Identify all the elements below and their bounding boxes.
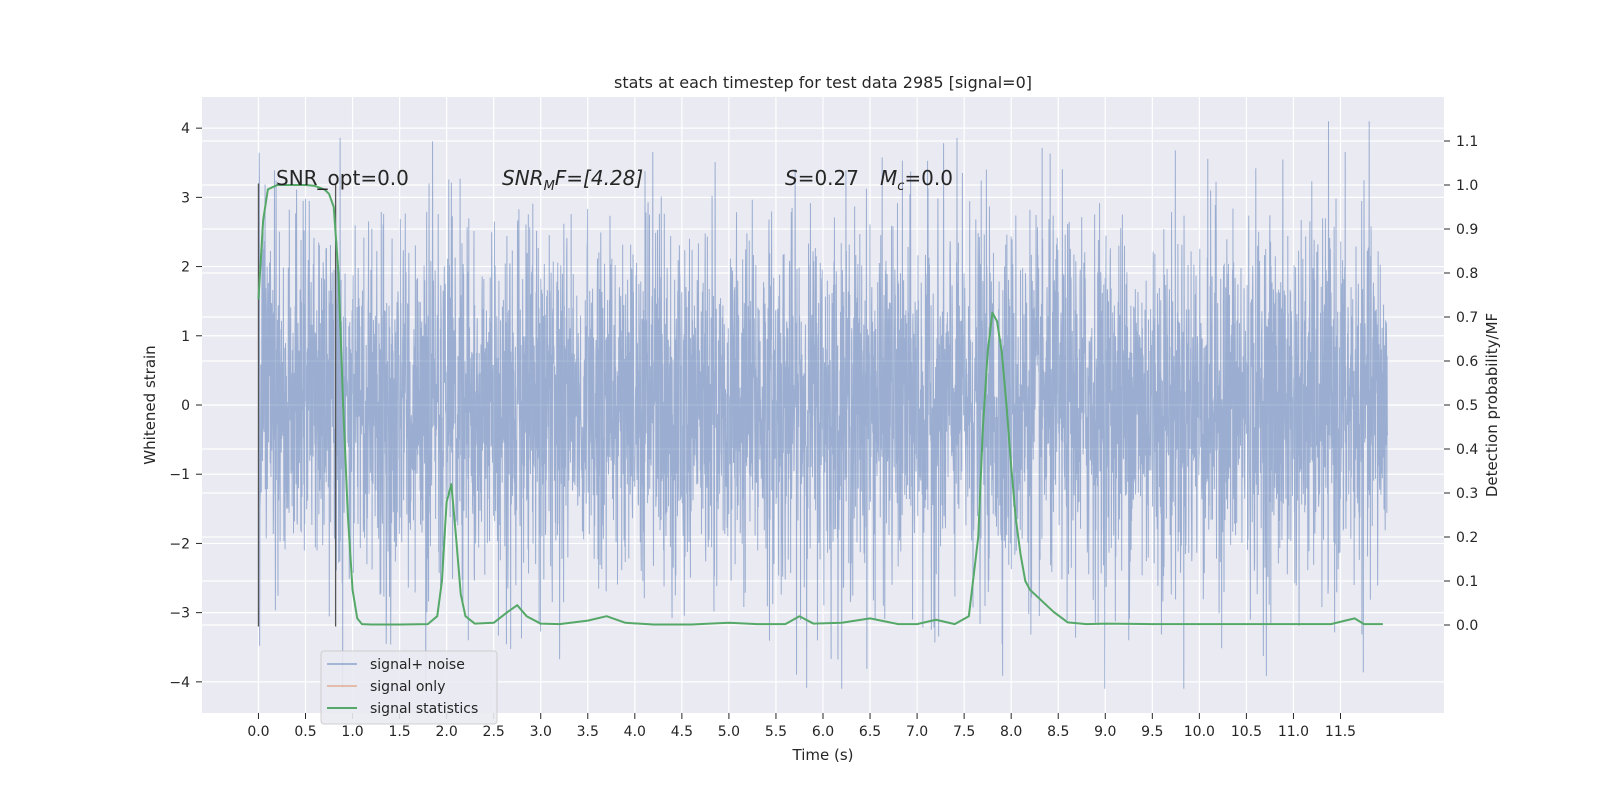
series-noise-line bbox=[257, 121, 1389, 689]
x-tick-label: 2.5 bbox=[483, 724, 505, 740]
y-right-axis-ticks: 0.0 0.1 0.2 0.3 0.4 0.5 0.6 0.7 0.8 0.9 1.0 1.1 bbox=[1444, 134, 1478, 634]
x-tick-label: 9.5 bbox=[1141, 724, 1163, 740]
y-right-axis-label: Detection probability/MF bbox=[1483, 313, 1501, 497]
x-tick-label: 5.5 bbox=[765, 724, 787, 740]
y-left-tick-label: −1 bbox=[169, 467, 190, 483]
x-tick-label: 3.5 bbox=[577, 724, 599, 740]
annotation-snr-mf: SNRMF=[4.28] bbox=[502, 166, 643, 194]
annotation-snr-opt: SNR_opt=0.0 bbox=[276, 166, 409, 190]
noise-layer bbox=[257, 121, 1389, 689]
x-tick-label: 11.0 bbox=[1278, 724, 1309, 740]
y-right-tick-label: 0.9 bbox=[1456, 222, 1478, 238]
x-tick-label: 10.5 bbox=[1231, 724, 1262, 740]
stat-layer bbox=[257, 184, 1383, 626]
y-right-tick-label: 1.1 bbox=[1456, 134, 1478, 150]
x-tick-label: 4.5 bbox=[671, 724, 693, 740]
y-left-tick-label: 0 bbox=[181, 398, 190, 414]
annotation-s: S=0.27 bbox=[785, 166, 859, 190]
y-right-tick-label: 0.2 bbox=[1456, 530, 1478, 546]
x-axis-label: Time (s) bbox=[792, 746, 854, 764]
annotation-s-value: =0.27 bbox=[798, 166, 859, 190]
x-tick-label: 5.0 bbox=[718, 724, 740, 740]
y-right-tick-label: 0.0 bbox=[1456, 618, 1478, 634]
x-tick-label: 7.0 bbox=[906, 724, 928, 740]
y-left-axis-label: Whitened strain bbox=[141, 345, 159, 464]
x-tick-label: 1.5 bbox=[388, 724, 410, 740]
marker-layer bbox=[257, 183, 337, 627]
x-axis-ticks: 0.0 0.5 1.0 1.5 2.0 2.5 3.0 3.5 4.0 4.5 5.0 5.5 6.0 6… bbox=[247, 713, 1356, 740]
x-tick-label: 10.0 bbox=[1184, 724, 1215, 740]
y-right-tick-label: 0.1 bbox=[1456, 574, 1478, 590]
x-tick-label: 1.0 bbox=[341, 724, 363, 740]
legend-label-signal: signal only bbox=[370, 679, 445, 695]
x-tick-label: 6.5 bbox=[859, 724, 881, 740]
y-left-tick-label: 1 bbox=[181, 329, 190, 345]
y-left-tick-label: 3 bbox=[181, 190, 190, 206]
legend-label-stat: signal statistics bbox=[370, 701, 478, 717]
chart-title: stats at each timestep for test data 298… bbox=[614, 73, 1032, 92]
legend-label-noise: signal+ noise bbox=[370, 657, 465, 673]
x-tick-label: 8.5 bbox=[1047, 724, 1069, 740]
y-right-tick-label: 0.7 bbox=[1456, 310, 1478, 326]
y-left-tick-label: 2 bbox=[181, 260, 190, 276]
annotation-snr-mf-value: F=[4.28] bbox=[555, 166, 643, 190]
x-tick-label: 0.5 bbox=[294, 724, 316, 740]
x-tick-label: 8.0 bbox=[1000, 724, 1022, 740]
x-tick-label: 9.0 bbox=[1094, 724, 1116, 740]
y-right-tick-label: 1.0 bbox=[1456, 178, 1478, 194]
annotation-snr-mf-subscript: M bbox=[544, 179, 555, 194]
annotation-mc: Mc=0.0 bbox=[880, 166, 953, 194]
annotation-mc-value: =0.0 bbox=[904, 166, 953, 190]
legend-box bbox=[320, 650, 498, 725]
y-right-tick-label: 0.8 bbox=[1456, 266, 1478, 282]
annotation-snr-mf-symbol: SNR bbox=[502, 166, 544, 190]
y-right-tick-label: 0.5 bbox=[1456, 398, 1478, 414]
annotation-mc-subscript: c bbox=[897, 179, 904, 194]
x-tick-label: 0.0 bbox=[247, 724, 269, 740]
legend: signal+ noise signal only signal statist… bbox=[320, 650, 498, 725]
y-left-axis-ticks: −4 −3 −2 −1 0 1 2 3 4 bbox=[169, 121, 202, 691]
y-left-tick-label: −4 bbox=[169, 675, 190, 691]
x-tick-label: 3.0 bbox=[530, 724, 552, 740]
y-left-tick-label: −2 bbox=[169, 536, 190, 552]
y-right-tick-label: 0.4 bbox=[1456, 442, 1478, 458]
x-tick-label: 11.5 bbox=[1325, 724, 1356, 740]
series-stat-line bbox=[257, 184, 1383, 626]
annotation-mc-symbol: M bbox=[880, 166, 897, 190]
y-left-tick-label: −3 bbox=[169, 606, 190, 622]
x-tick-label: 2.0 bbox=[436, 724, 458, 740]
y-right-tick-label: 0.6 bbox=[1456, 354, 1478, 370]
x-tick-label: 4.0 bbox=[624, 724, 646, 740]
y-right-tick-label: 0.3 bbox=[1456, 486, 1478, 502]
y-left-tick-label: 4 bbox=[181, 121, 190, 137]
x-tick-label: 6.0 bbox=[812, 724, 834, 740]
x-tick-label: 7.5 bbox=[953, 724, 975, 740]
annotation-s-symbol: S bbox=[785, 166, 798, 190]
